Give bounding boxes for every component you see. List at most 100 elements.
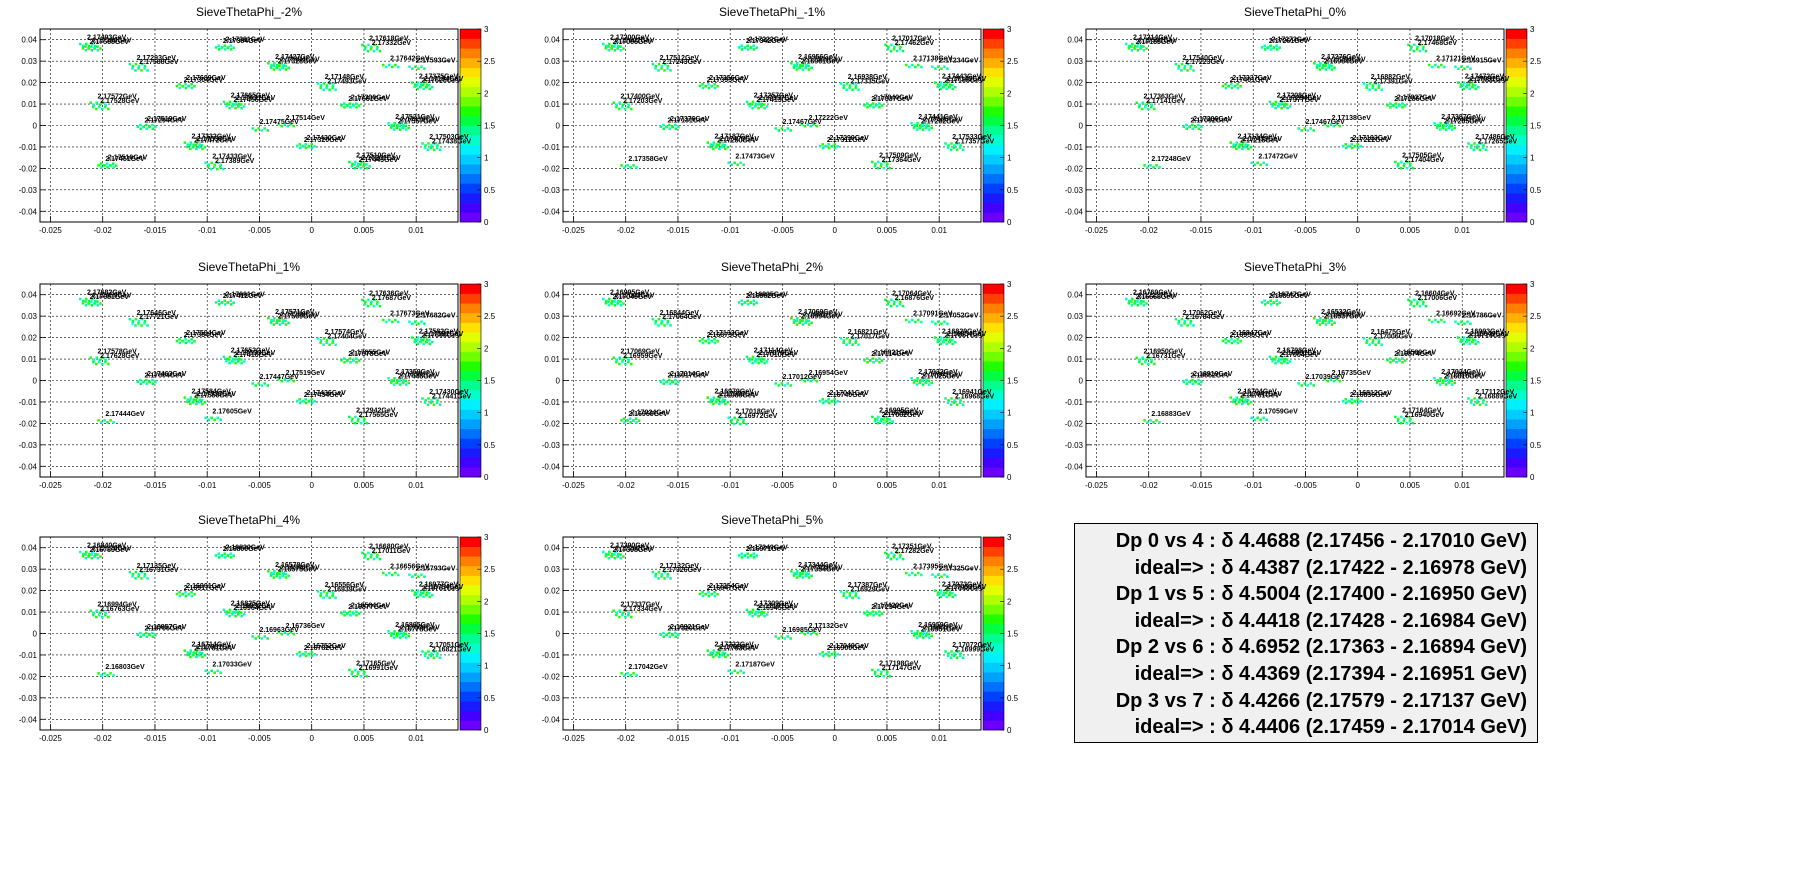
point-label: 2.17512GeV [660, 55, 700, 62]
data-point [429, 401, 433, 405]
data-point [949, 403, 953, 407]
data-point [281, 321, 284, 325]
point-label: 2.17135GeV [137, 563, 177, 570]
data-point [97, 164, 100, 167]
data-point [273, 570, 276, 573]
zbar-band [460, 419, 481, 430]
data-point [950, 397, 953, 400]
data-point [709, 143, 713, 146]
data-point [231, 610, 235, 614]
data-point [1350, 146, 1354, 150]
data-point [207, 163, 210, 167]
data-point [1399, 421, 1403, 425]
data-point [1431, 65, 1434, 69]
data-point [880, 104, 884, 107]
z-tick-label: 2.5 [1530, 312, 1542, 321]
data-point [359, 421, 363, 425]
point-label: 2.17132GeV [809, 623, 849, 630]
data-point [399, 377, 402, 380]
data-point [145, 635, 148, 638]
point-label: 2.17565GeV [90, 39, 130, 46]
point-label: 2.17584GeV [192, 388, 232, 395]
data-point [90, 553, 93, 556]
point-label: 2.17335GeV [850, 78, 890, 85]
data-point [350, 672, 354, 676]
data-point [93, 555, 96, 558]
data-point [1318, 323, 1322, 326]
data-point [872, 361, 875, 364]
data-point [79, 42, 82, 46]
data-point [131, 322, 134, 325]
data-point [234, 100, 238, 104]
data-point [718, 147, 721, 151]
data-point [1439, 377, 1442, 380]
data-point [939, 595, 942, 599]
y-tick-label: 0 [1079, 377, 1084, 386]
data-point [203, 653, 207, 657]
data-point [668, 123, 671, 127]
data-point [795, 572, 798, 576]
data-point [385, 573, 388, 577]
data-point [1150, 358, 1153, 361]
data-point [100, 674, 103, 677]
data-point [416, 83, 419, 87]
data-point [1280, 106, 1283, 110]
point-label: 2.12942GeV [356, 408, 396, 415]
data-point [842, 341, 845, 344]
data-point [234, 355, 238, 359]
data-point [394, 318, 397, 322]
data-point [637, 419, 641, 422]
point-label: 2.17234GeV [871, 604, 911, 611]
data-point [151, 127, 154, 130]
data-point [1306, 384, 1309, 387]
data-point [724, 147, 727, 151]
data-point [1476, 399, 1479, 402]
data-point [1475, 146, 1479, 150]
data-point [154, 125, 157, 129]
data-point [394, 571, 397, 575]
point-label: 2.17010GeV [756, 352, 796, 359]
data-point [184, 86, 188, 90]
data-point [751, 355, 755, 359]
data-point [223, 556, 227, 559]
data-point [197, 145, 201, 149]
data-point [240, 106, 243, 110]
data-point [1234, 143, 1238, 147]
zbar-band [983, 164, 1004, 175]
data-point [1344, 401, 1348, 405]
data-point [310, 146, 314, 150]
y-tick-label: -0.01 [542, 651, 561, 660]
z-tick-label: 2 [484, 344, 489, 353]
data-point [372, 557, 376, 561]
point-label: 2.17049GeV [829, 643, 869, 650]
data-point [742, 163, 745, 167]
data-point [189, 402, 192, 406]
data-point [948, 85, 951, 89]
data-point [112, 674, 115, 677]
data-point [624, 107, 627, 111]
data-point [895, 557, 899, 561]
zbar-band [1506, 380, 1527, 391]
data-point [752, 303, 756, 306]
point-label: 2.17006GeV [1418, 295, 1458, 302]
data-point [871, 160, 874, 164]
point-label: 2.17582GeV [419, 328, 459, 335]
data-point [949, 148, 953, 152]
y-tick-label: 0.03 [544, 565, 560, 574]
point-label: 2.17003GeV [720, 391, 760, 398]
zbar-band [1506, 77, 1527, 88]
data-point [857, 596, 860, 599]
data-point [363, 47, 367, 51]
point-label: 2.17631GeV [236, 95, 276, 102]
data-point [666, 64, 670, 68]
data-point [627, 105, 630, 109]
data-point [629, 421, 632, 424]
data-point [745, 100, 749, 104]
data-point [812, 122, 816, 126]
zbar-band [460, 457, 481, 468]
zbar-band [983, 623, 1004, 634]
data-point [920, 320, 923, 324]
zbar-band [983, 212, 1004, 223]
data-point [422, 87, 425, 91]
